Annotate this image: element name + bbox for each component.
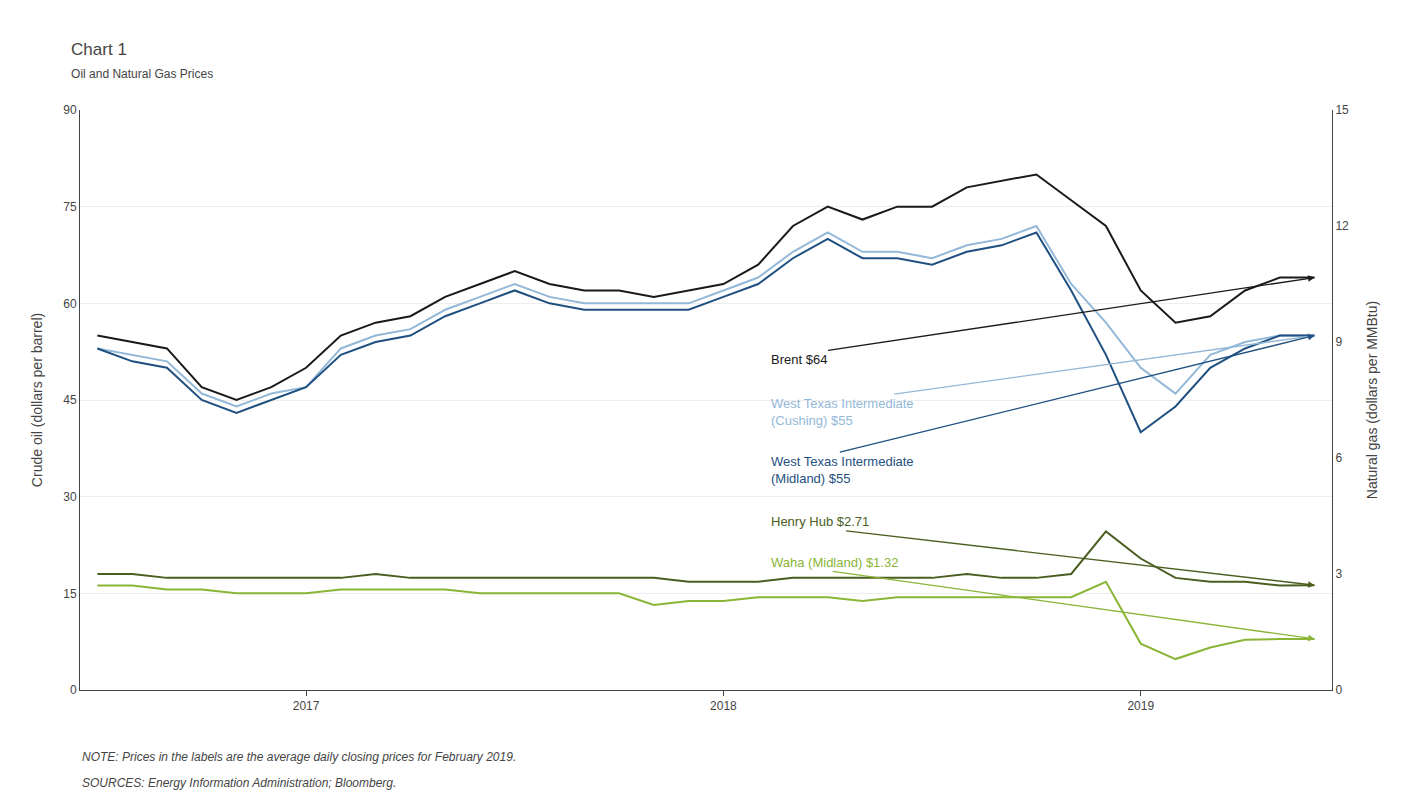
svg-text:2018: 2018: [710, 699, 737, 713]
svg-text:Chart 1: Chart 1: [71, 40, 127, 59]
svg-text:Natural gas (dollars per MMBtu: Natural gas (dollars per MMBtu): [1364, 301, 1380, 499]
svg-text:Brent $64: Brent $64: [771, 352, 827, 367]
svg-text:9: 9: [1335, 335, 1342, 349]
svg-text:75: 75: [63, 200, 77, 214]
svg-text:90: 90: [63, 103, 77, 117]
svg-text:West Texas Intermediate(Cushin: West Texas Intermediate(Cushing) $55: [771, 396, 914, 428]
svg-text:SOURCES: Energy Information Ad: SOURCES: Energy Information Administrati…: [82, 776, 396, 790]
svg-text:15: 15: [63, 587, 77, 601]
svg-text:NOTE: Prices in the labels are: NOTE: Prices in the labels are the avera…: [82, 750, 516, 764]
svg-text:3: 3: [1335, 567, 1342, 581]
svg-text:6: 6: [1335, 451, 1342, 465]
svg-text:2019: 2019: [1127, 699, 1154, 713]
svg-text:Waha (Midland) $1.32: Waha (Midland) $1.32: [771, 555, 898, 570]
svg-text:60: 60: [63, 297, 77, 311]
svg-text:45: 45: [63, 393, 77, 407]
svg-text:0: 0: [70, 683, 77, 697]
svg-text:Crude oil (dollars per barrel): Crude oil (dollars per barrel): [29, 313, 45, 487]
svg-text:2017: 2017: [293, 699, 320, 713]
svg-text:West Texas Intermediate(Midlan: West Texas Intermediate(Midland) $55: [771, 454, 914, 486]
svg-text:12: 12: [1335, 219, 1349, 233]
svg-text:0: 0: [1335, 683, 1342, 697]
svg-text:30: 30: [63, 490, 77, 504]
svg-text:Henry Hub $2.71: Henry Hub $2.71: [771, 514, 869, 529]
svg-text:Oil and Natural Gas Prices: Oil and Natural Gas Prices: [71, 67, 213, 81]
svg-text:15: 15: [1335, 103, 1349, 117]
